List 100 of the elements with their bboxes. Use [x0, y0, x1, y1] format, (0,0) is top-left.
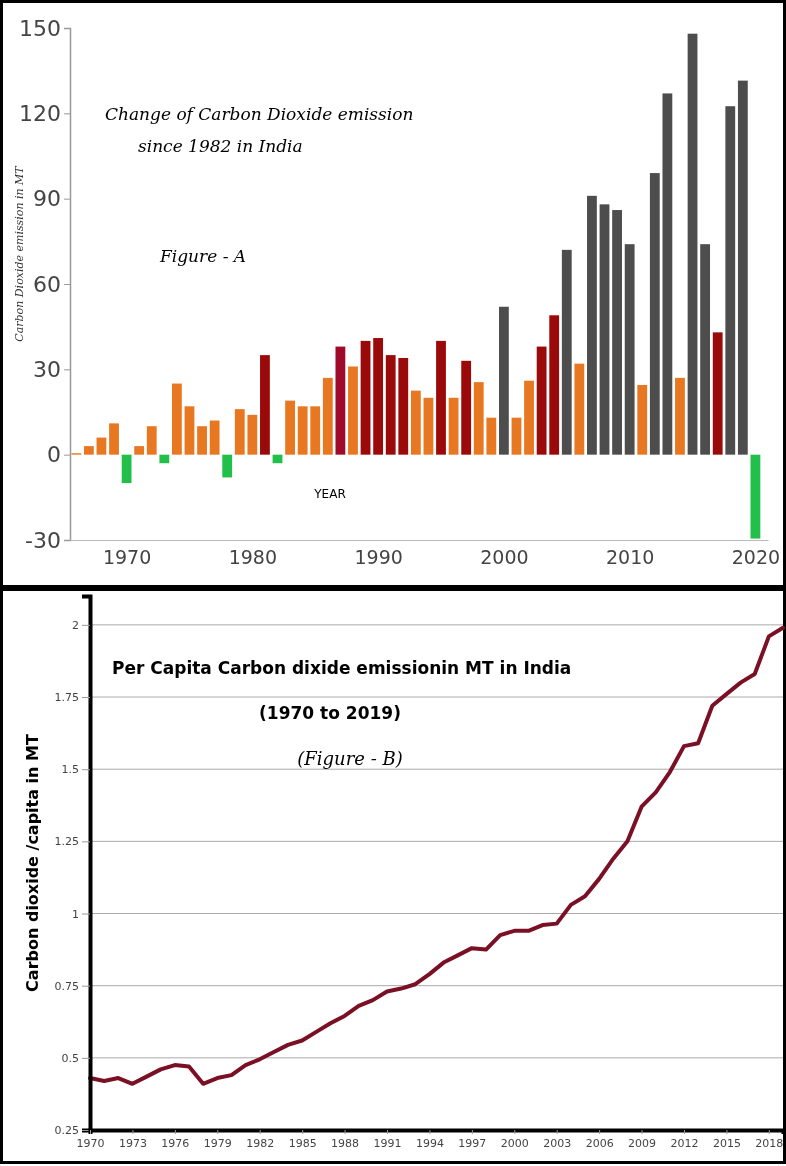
- y-tick-label: 60: [33, 271, 61, 297]
- bar: [322, 377, 333, 455]
- x-tick-label: 1976: [161, 1136, 190, 1150]
- annotation: Figure - A: [159, 246, 247, 266]
- bar: [612, 210, 622, 455]
- bar: [662, 93, 673, 455]
- x-tick-label: 2000: [500, 1136, 529, 1150]
- text: Change of Carbon Dioxide emission since 1982 in India: [105, 104, 414, 156]
- x-tick-label: 2012: [670, 1136, 699, 1150]
- y-tick-label: 1.25: [54, 835, 79, 849]
- bar: [712, 332, 723, 455]
- bar: [398, 357, 409, 455]
- x-tick-label: 1980: [228, 545, 278, 568]
- x-tick-label: 1991: [373, 1136, 402, 1150]
- bar: [423, 397, 434, 455]
- bar: [146, 426, 157, 455]
- bar: [348, 366, 358, 455]
- bar: [184, 406, 195, 455]
- y-tick-label: 30: [33, 356, 61, 382]
- bar: [448, 397, 459, 455]
- bar: [587, 195, 597, 455]
- bar: [687, 33, 698, 455]
- bar: [498, 306, 509, 455]
- x-tick-label: 1988: [331, 1136, 360, 1150]
- bar: [83, 446, 94, 455]
- x-tick-label: 2006: [585, 1136, 614, 1150]
- bar: [461, 360, 472, 455]
- x-tick-label: 1970: [76, 1136, 105, 1150]
- bar: [172, 383, 182, 455]
- bar: [599, 204, 610, 455]
- bar: [234, 409, 245, 455]
- bar: [700, 244, 711, 455]
- bar: [335, 346, 346, 455]
- bar: [197, 426, 207, 455]
- bar: [524, 380, 534, 455]
- x-tick-label: 2009: [628, 1136, 657, 1150]
- y-tick-label: 120: [19, 100, 61, 126]
- y-tick-label: 0: [47, 442, 61, 468]
- x-tick-label: 1990: [354, 545, 403, 568]
- y-axis-title: Carbon Dioxide emission in MT: [13, 164, 26, 342]
- x-tick-label: 1994: [415, 1136, 444, 1150]
- annotation: (Figure - B): [297, 748, 403, 769]
- y-tick-label: -30: [25, 527, 61, 553]
- line-series: [88, 625, 785, 1086]
- bar: [473, 382, 484, 455]
- bar: [373, 338, 384, 455]
- bar: [134, 446, 145, 455]
- x-tick-label: 1985: [288, 1136, 317, 1150]
- y-tick-label: 0.75: [54, 979, 79, 993]
- bar: [297, 406, 308, 455]
- x-tick-label: 1970: [102, 545, 152, 568]
- bar: [247, 414, 258, 455]
- x-tick-label: 2010: [605, 545, 655, 568]
- bar: [260, 355, 270, 455]
- bar: [96, 437, 107, 455]
- bar: [486, 417, 497, 455]
- bar: [109, 423, 119, 455]
- x-tick-label: 2000: [480, 545, 529, 568]
- bar: [285, 400, 295, 455]
- y-tick-label: 1.75: [54, 691, 79, 705]
- bar: [637, 384, 648, 455]
- bar: [750, 454, 761, 539]
- bar: [536, 346, 547, 455]
- bar: [121, 454, 132, 484]
- x-tick-label: 1973: [118, 1136, 147, 1150]
- text: (1970 to 2019): [259, 703, 401, 723]
- x-tick-label: 2018: [755, 1136, 784, 1150]
- bar: [310, 406, 321, 455]
- bar: [574, 363, 585, 455]
- bar: [511, 417, 522, 455]
- x-tick-label: 1982: [246, 1136, 275, 1150]
- x-tick-label: 1997: [458, 1136, 487, 1150]
- y-tick-label: 150: [19, 15, 61, 41]
- x-tick-label: 2015: [712, 1136, 741, 1150]
- bar: [209, 420, 220, 455]
- bar: [410, 390, 421, 455]
- bar: [549, 315, 560, 455]
- bar: [624, 244, 635, 455]
- bar: [675, 377, 685, 455]
- y-tick-label: 0.5: [61, 1051, 79, 1065]
- y-tick-label: 90: [33, 186, 61, 212]
- y-tick-label: 1: [72, 907, 79, 921]
- y-axis-title: Carbon dioxide /capita in MT: [23, 734, 42, 992]
- bar: [222, 454, 233, 478]
- x-axis-title: YEAR: [313, 487, 346, 501]
- bar: [561, 249, 572, 455]
- x-tick-label: 2003: [543, 1136, 572, 1150]
- bar: [725, 106, 736, 455]
- x-tick-label: 1979: [203, 1136, 232, 1150]
- bar: [436, 340, 446, 455]
- bar: [649, 173, 660, 455]
- text: Per Capita Carbon dixide emissionin MT in India: [112, 658, 572, 678]
- bar: [360, 340, 371, 455]
- bar: [159, 454, 170, 464]
- y-tick-label: 2: [72, 618, 79, 632]
- bar: [385, 355, 396, 455]
- y-tick-label: 0.25: [54, 1124, 79, 1138]
- y-tick-label: 1.5: [61, 763, 79, 777]
- bar: [737, 80, 748, 455]
- x-tick-label: 2020: [731, 545, 781, 568]
